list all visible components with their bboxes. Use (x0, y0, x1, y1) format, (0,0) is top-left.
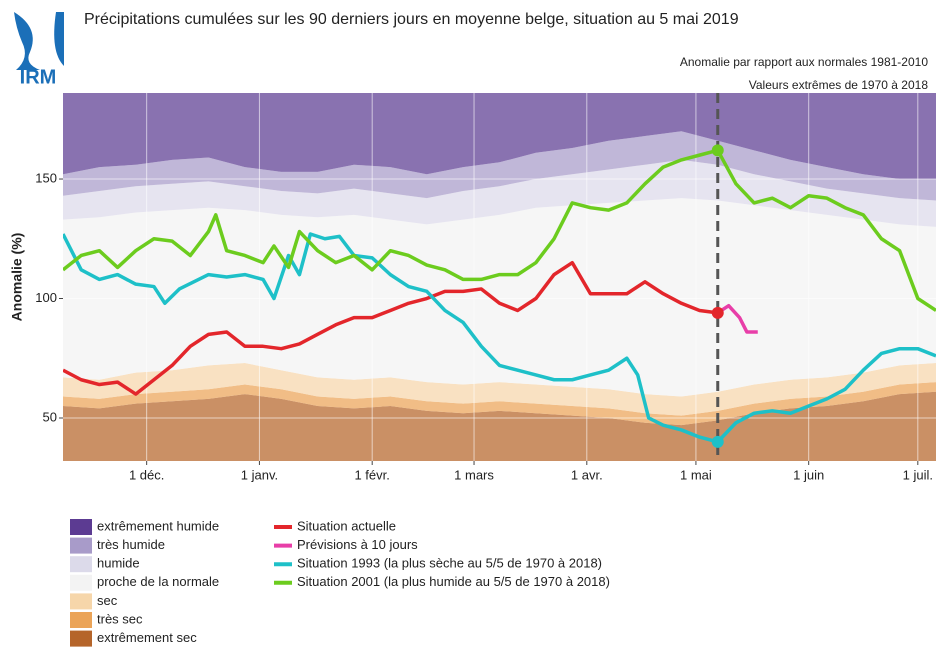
series-line (63, 148, 936, 312)
x-tick-label: 1 juil. (903, 467, 933, 482)
series-line (63, 260, 718, 396)
x-tick-label: 1 juin (793, 467, 824, 482)
legend: extrêmement humide très humide humide proch… (70, 518, 610, 647)
x-tick-label: 1 mai (680, 467, 712, 482)
legend-label: Situation actuelle (297, 518, 396, 533)
plot-area (63, 93, 936, 461)
legend-label: extrêmement sec (97, 630, 197, 645)
legend-swatch (70, 630, 92, 647)
legend-label: Situation 2001 (la plus humide au 5/5 de… (297, 574, 610, 589)
axes: 50 100 150 1 déc. 1 janv. 1 févr. 1 mars 1 avr.… (35, 170, 933, 482)
point (711, 306, 724, 319)
legend-swatch (70, 537, 92, 554)
legend-label: très sec (97, 611, 143, 626)
x-tick-label: 1 févr. (354, 467, 389, 482)
x-tick-label: 1 avr. (571, 467, 603, 482)
x-tick-label: 1 mars (454, 467, 494, 482)
series-line (63, 232, 936, 444)
subtitle: Valeurs extrêmes de 1970 à 2018 (749, 78, 929, 92)
legend-label: Prévisions à 10 jours (297, 537, 418, 552)
legend-swatch (70, 612, 92, 628)
legend-label: sec (97, 593, 118, 608)
y-axis-label: Anomalie (%) (9, 233, 25, 322)
legend-label: extrêmement humide (97, 518, 219, 533)
logo-text: IRM (20, 66, 57, 88)
legend-label: proche de la normale (97, 574, 219, 589)
point (711, 435, 724, 448)
point (711, 144, 724, 157)
y-tick-label: 100 (35, 290, 57, 305)
y-tick-label: 50 (43, 409, 57, 424)
x-tick-label: 1 déc. (129, 467, 164, 482)
subtitle: Anomalie par rapport aux normales 1981-2… (680, 55, 928, 69)
chart-title: Précipitations cumulées sur les 90 derni… (84, 11, 739, 28)
series-line (716, 303, 758, 334)
logo: IRM (14, 12, 64, 88)
y-tick-label: 150 (35, 170, 57, 185)
legend-swatch (70, 556, 92, 573)
legend-swatch (70, 593, 92, 610)
legend-label: humide (97, 556, 140, 571)
legend-label: très humide (97, 537, 165, 552)
x-tick-label: 1 janv. (241, 467, 278, 482)
legend-label: Situation 1993 (la plus sèche au 5/5 de … (297, 556, 602, 571)
legend-swatch (70, 519, 92, 535)
legend-swatch (70, 574, 92, 591)
